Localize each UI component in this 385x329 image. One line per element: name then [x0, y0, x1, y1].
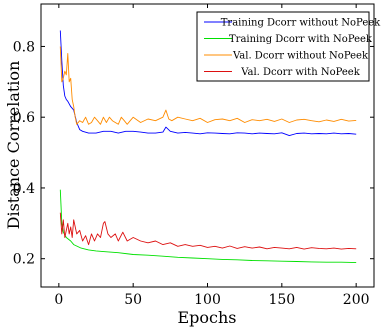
legend-label-1: Training Dcorr without NoPeek	[221, 18, 381, 29]
axes-layer: 0 50 100 150 200 0.2 0.4 0.6 0.8	[13, 4, 374, 308]
y-tick-label-4: 0.8	[13, 39, 35, 55]
x-tick-label-4: 150	[268, 292, 295, 308]
legend-label-4: Val. Dcorr with NoPeek	[240, 67, 360, 78]
legend-label-2: Training Dcorr with NoPeek	[229, 34, 373, 45]
series-line-2	[59, 189, 357, 264]
x-tick-label-2: 50	[124, 292, 142, 308]
y-tick-label-2: 0.4	[13, 181, 35, 197]
plot-data-layer	[59, 30, 357, 264]
legend: Training Dcorr without NoPeek Training Dc…	[196, 11, 381, 82]
legend-label-3: Val. Dcorr without NoPeek	[232, 51, 369, 62]
x-tick-label-5: 200	[343, 292, 370, 308]
y-tick-label-3: 0.6	[13, 110, 35, 126]
series-line-4	[59, 212, 357, 250]
y-axis-title: Distance Correlation	[4, 61, 23, 230]
x-tick-label-3: 100	[194, 292, 221, 308]
x-tick-label-1: 0	[54, 292, 63, 308]
series-line-3	[59, 46, 357, 125]
y-tick-label-1: 0.2	[13, 252, 35, 268]
x-axis-title: Epochs	[177, 308, 236, 327]
legend-box	[196, 11, 370, 82]
